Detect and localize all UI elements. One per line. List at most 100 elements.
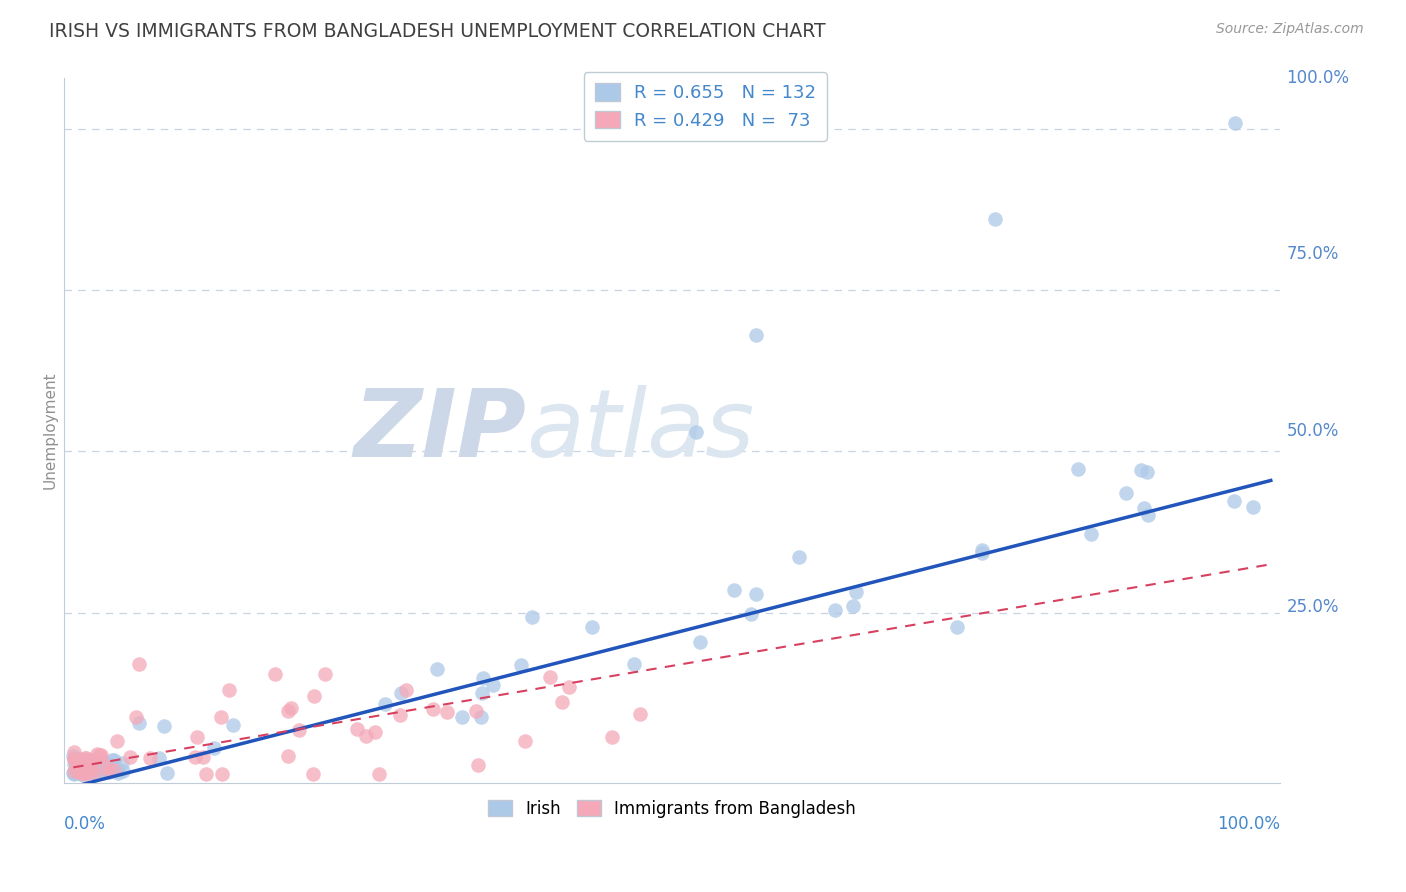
Point bbox=[66, 759, 89, 773]
Text: 25.0%: 25.0% bbox=[1286, 598, 1339, 616]
Text: 50.0%: 50.0% bbox=[1286, 422, 1339, 440]
Point bbox=[70, 766, 93, 780]
Point bbox=[86, 760, 108, 774]
Point bbox=[69, 759, 91, 773]
Point bbox=[100, 759, 122, 773]
Point bbox=[70, 758, 93, 772]
Point bbox=[148, 751, 170, 765]
Point bbox=[218, 683, 240, 698]
Point bbox=[389, 686, 412, 700]
Point bbox=[824, 603, 846, 617]
Point bbox=[82, 754, 104, 768]
Point bbox=[96, 764, 118, 778]
Point bbox=[66, 764, 89, 779]
Point bbox=[1135, 465, 1157, 479]
Point bbox=[128, 716, 150, 731]
Point bbox=[118, 750, 141, 764]
Point bbox=[464, 704, 486, 718]
Point bbox=[87, 759, 110, 773]
Point bbox=[364, 724, 387, 739]
Point bbox=[70, 766, 93, 780]
Point bbox=[69, 761, 91, 775]
Text: atlas: atlas bbox=[526, 385, 754, 476]
Point bbox=[73, 765, 96, 780]
Point bbox=[202, 740, 225, 755]
Point bbox=[96, 763, 118, 777]
Point bbox=[538, 670, 561, 684]
Point bbox=[70, 766, 93, 780]
Point bbox=[75, 763, 97, 777]
Point bbox=[685, 425, 707, 439]
Point bbox=[103, 761, 125, 775]
Point bbox=[70, 758, 93, 772]
Point bbox=[302, 690, 325, 704]
Point bbox=[93, 756, 115, 770]
Point bbox=[79, 765, 101, 780]
Point bbox=[105, 763, 128, 777]
Point bbox=[388, 708, 411, 723]
Point bbox=[70, 760, 93, 774]
Point bbox=[623, 657, 645, 672]
Point bbox=[80, 762, 103, 776]
Text: Source: ZipAtlas.com: Source: ZipAtlas.com bbox=[1216, 22, 1364, 37]
Point bbox=[314, 666, 336, 681]
Point bbox=[100, 760, 122, 774]
Point bbox=[67, 765, 90, 780]
Text: 100.0%: 100.0% bbox=[1218, 815, 1281, 833]
Point bbox=[98, 763, 121, 777]
Point bbox=[467, 758, 489, 772]
Point bbox=[77, 764, 100, 778]
Point bbox=[346, 722, 368, 736]
Point bbox=[65, 752, 87, 766]
Point bbox=[277, 704, 299, 718]
Point bbox=[1115, 485, 1137, 500]
Point bbox=[62, 749, 84, 764]
Point bbox=[107, 766, 129, 780]
Point bbox=[75, 763, 97, 777]
Text: 100.0%: 100.0% bbox=[1286, 69, 1350, 87]
Point bbox=[153, 719, 176, 733]
Point bbox=[73, 764, 96, 778]
Point bbox=[80, 763, 103, 777]
Point bbox=[65, 757, 87, 772]
Point bbox=[62, 746, 84, 760]
Point bbox=[90, 748, 112, 763]
Point bbox=[436, 705, 458, 719]
Legend: R = 0.655   N = 132, R = 0.429   N =  73: R = 0.655 N = 132, R = 0.429 N = 73 bbox=[583, 72, 827, 141]
Point bbox=[222, 718, 245, 732]
Point bbox=[77, 760, 100, 774]
Point bbox=[82, 755, 104, 769]
Point bbox=[63, 757, 86, 772]
Point bbox=[481, 677, 503, 691]
Point bbox=[89, 749, 111, 764]
Point bbox=[65, 763, 87, 777]
Point bbox=[82, 765, 104, 780]
Point bbox=[73, 758, 96, 772]
Point bbox=[98, 761, 121, 775]
Point bbox=[946, 620, 969, 634]
Point bbox=[90, 763, 112, 777]
Point bbox=[1067, 462, 1090, 476]
Point bbox=[740, 607, 762, 621]
Point bbox=[66, 758, 89, 772]
Point bbox=[972, 546, 994, 560]
Point bbox=[94, 763, 117, 777]
Point bbox=[211, 767, 233, 781]
Point bbox=[970, 543, 993, 558]
Point bbox=[82, 759, 104, 773]
Point bbox=[354, 729, 377, 743]
Point bbox=[471, 686, 494, 700]
Point bbox=[1133, 500, 1156, 515]
Point bbox=[65, 765, 87, 780]
Point bbox=[67, 756, 90, 770]
Point bbox=[70, 753, 93, 767]
Point bbox=[65, 764, 87, 779]
Point bbox=[103, 764, 125, 778]
Point bbox=[76, 761, 98, 775]
Point bbox=[845, 585, 868, 599]
Point bbox=[84, 762, 107, 776]
Point bbox=[128, 657, 150, 672]
Point bbox=[94, 764, 117, 778]
Point bbox=[67, 763, 90, 777]
Point bbox=[62, 766, 84, 780]
